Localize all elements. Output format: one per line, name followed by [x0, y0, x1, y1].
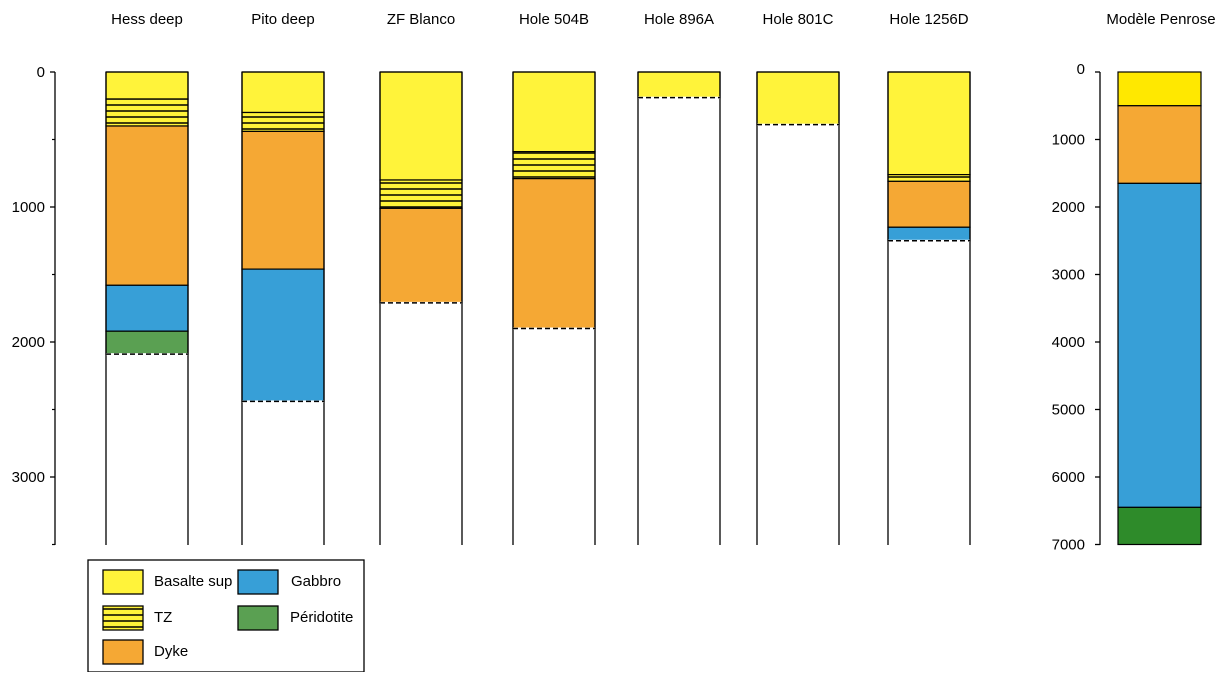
column-label: Hess deep: [111, 11, 183, 28]
legend-swatch: [237, 569, 279, 595]
column-hole-1256d: Hole 1256D: [887, 11, 971, 545]
segment-basalte: [241, 71, 325, 114]
segment-gabbro: [887, 226, 971, 242]
y-tick-label: 1000: [12, 199, 45, 216]
y-tick-label: 0: [37, 64, 45, 81]
penrose-segment-basalte: [1117, 71, 1202, 107]
penrose-y-tick-label: 1000: [1052, 132, 1085, 149]
legend-item-peridotite: Péridotite: [237, 605, 353, 631]
segment-dyke: [512, 178, 596, 330]
segment-dyke: [379, 207, 463, 304]
penrose-segment-peridotite_penrose: [1117, 506, 1202, 546]
penrose-y-tick-label: 7000: [1052, 537, 1085, 554]
penrose-label: Modèle Penrose: [1106, 11, 1215, 28]
legend-label: Basalte sup: [154, 573, 232, 590]
legend-item-tz: TZ: [102, 605, 172, 631]
main-panel: 0 1000 2000 3000 Hess deep Pito deep ZF Blanco…: [12, 11, 971, 546]
column-bg: [638, 72, 720, 545]
legend-label: Dyke: [154, 643, 188, 660]
segment-gabbro: [105, 284, 189, 332]
legend-label: Gabbro: [291, 573, 341, 590]
column-zf-blanco: ZF Blanco: [379, 11, 463, 545]
penrose-segment-gabbro: [1117, 182, 1202, 508]
column-label: Hole 896A: [644, 11, 714, 28]
column-label: Hole 801C: [763, 11, 834, 28]
column-hess-deep: Hess deep: [105, 11, 189, 545]
column-hole-801c: Hole 801C: [756, 11, 840, 545]
column-pito-deep: Pito deep: [241, 11, 325, 545]
legend-label: TZ: [154, 609, 172, 626]
segment-basalte: [105, 71, 189, 100]
legend-swatch: [102, 605, 144, 631]
segment-basalte: [512, 71, 596, 153]
penrose-y-tick-label: 4000: [1052, 334, 1085, 351]
segment-tz: [512, 151, 596, 180]
penrose-y-tick-label: 2000: [1052, 199, 1085, 216]
segment-tz: [241, 111, 325, 132]
penrose-panel: 0 1000 2000 3000 4000 5000 6000 7000 Modèle Penr…: [1052, 11, 1216, 554]
segment-peridotite: [105, 330, 189, 355]
penrose-segment-dyke: [1117, 105, 1202, 184]
legend-swatch: [237, 605, 279, 631]
column-hole-504b: Hole 504B: [512, 11, 596, 545]
penrose-y-tick-label: 6000: [1052, 469, 1085, 486]
y-tick-label: 3000: [12, 469, 45, 486]
segment-basalte: [379, 71, 463, 181]
column-bg: [757, 72, 839, 545]
segment-tz: [887, 174, 971, 182]
legend-item-basalte: Basalte sup: [102, 569, 232, 595]
penrose-y-tick-label: 3000: [1052, 267, 1085, 284]
legend-swatch: [102, 569, 144, 595]
segment-dyke: [105, 125, 189, 286]
segment-tz: [379, 179, 463, 209]
column-label: Hole 504B: [519, 11, 589, 28]
column-label: Pito deep: [251, 11, 314, 28]
penrose-y-tick-label: 5000: [1052, 402, 1085, 419]
legend-item-gabbro: Gabbro: [237, 569, 341, 595]
segment-tz: [105, 98, 189, 127]
segment-basalte: [637, 71, 721, 99]
legend-swatch: [102, 639, 144, 665]
legend: Basalte sup Gabbro TZ Péridotite Dyke: [87, 559, 365, 673]
segment-dyke: [241, 130, 325, 270]
column-label: ZF Blanco: [387, 11, 455, 28]
penrose-y-tick-label: 0: [1077, 61, 1085, 78]
column-label: Hole 1256D: [889, 11, 968, 28]
legend-label: Péridotite: [290, 609, 353, 626]
segment-basalte: [756, 71, 840, 126]
column-hole-896a: Hole 896A: [637, 11, 721, 545]
legend-item-dyke: Dyke: [102, 639, 188, 665]
y-tick-label: 2000: [12, 334, 45, 351]
segment-basalte: [887, 71, 971, 176]
segment-dyke: [887, 180, 971, 228]
segment-gabbro: [241, 268, 325, 403]
